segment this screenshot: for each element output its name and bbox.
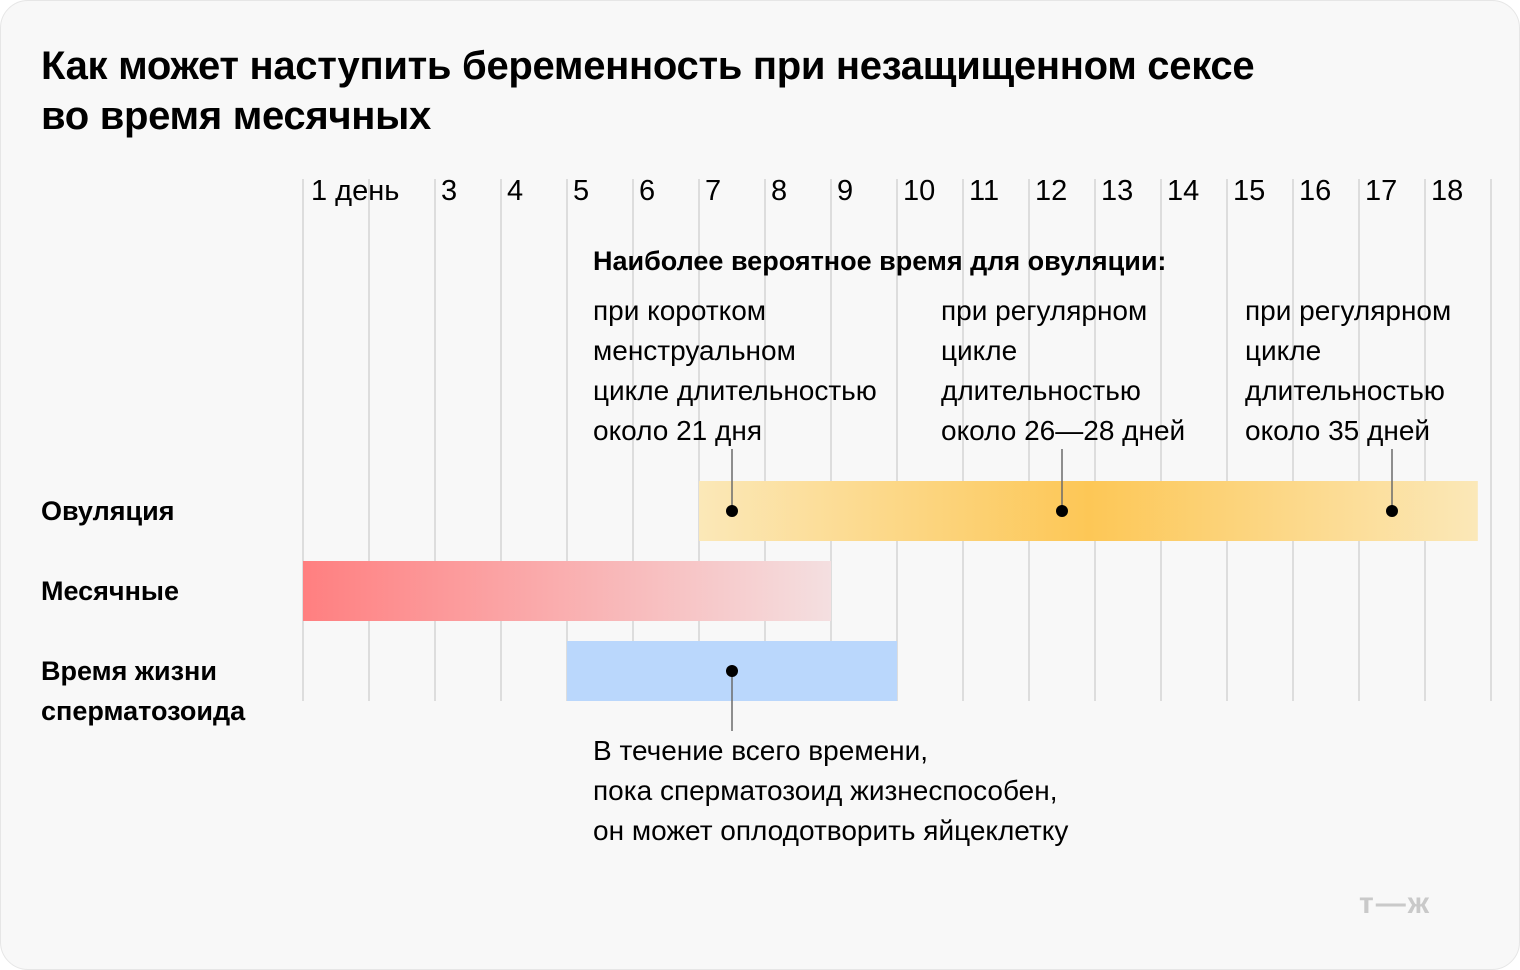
chart-title: Как может наступить беременность при нез… xyxy=(41,41,1441,141)
x-tick-label: 14 xyxy=(1167,175,1200,207)
annotation-line: цикле xyxy=(941,335,1018,366)
x-tick-label: 16 xyxy=(1299,175,1332,207)
data-point xyxy=(1386,505,1398,517)
ovulation-annotation: при регулярном цикле длительностью около 26… xyxy=(941,291,1185,451)
x-tick-label: 9 xyxy=(837,175,854,207)
x-tick-label: 12 xyxy=(1035,175,1068,207)
annotation-line: цикле длительностью xyxy=(593,375,877,406)
data-point xyxy=(1056,505,1068,517)
x-tick-label: 3 xyxy=(441,175,458,207)
x-tick-label: 8 xyxy=(771,175,788,207)
x-tick-label: 6 xyxy=(639,175,656,207)
ovulation-annotation: при регулярном цикле длительностью около 35… xyxy=(1245,291,1451,451)
title-line: во время месячных xyxy=(41,94,431,138)
row-label-text: Время жизни xyxy=(41,656,217,686)
title-line: Как может наступить беременность при нез… xyxy=(41,44,1255,88)
x-tick-label: 4 xyxy=(507,175,524,207)
annotation-line: при регулярном xyxy=(941,295,1148,326)
x-tick-label: 18 xyxy=(1431,175,1464,207)
data-point xyxy=(726,665,738,677)
x-tick-label: 11 xyxy=(969,175,1000,207)
row-label-sperm-lifetime: Время жизни сперматозоида xyxy=(41,651,245,731)
row-label-menstruation: Месячные xyxy=(41,571,179,611)
bar-0 xyxy=(699,481,1478,541)
annotation-line: цикле xyxy=(1245,335,1322,366)
sperm-note-line: В течение всего времени, xyxy=(593,735,929,766)
x-tick-label: 5 xyxy=(573,175,590,207)
row-label-text: сперматозоида xyxy=(41,696,246,726)
annotation-line: длительностью xyxy=(941,375,1141,406)
annotation-line: около 35 дней xyxy=(1245,415,1431,446)
ovulation-annotation: при коротком менструальном цикле длительно… xyxy=(593,291,877,451)
annotation-line: при регулярном xyxy=(1245,295,1452,326)
brand-logo: т—ж xyxy=(1359,887,1431,920)
sperm-note-line: пока сперматозоид жизнеспособен, xyxy=(593,775,1058,806)
sperm-note-line: он может оплодотворить яйцеклетку xyxy=(593,815,1069,846)
row-label-ovulation: Овуляция xyxy=(41,491,174,531)
annotation-line: при коротком xyxy=(593,295,767,326)
data-point xyxy=(726,505,738,517)
x-tick-label: 13 xyxy=(1101,175,1134,207)
bar-1 xyxy=(303,561,831,621)
x-tick-label: 17 xyxy=(1365,175,1398,207)
x-tick-label: 1 день xyxy=(311,175,400,207)
x-tick-label: 15 xyxy=(1233,175,1266,207)
annotation-line: менструальном xyxy=(593,335,796,366)
ovulation-heading: Наиболее вероятное время для овуляции: xyxy=(593,246,1167,276)
annotation-line: длительностью xyxy=(1245,375,1445,406)
annotation-line: около 21 дня xyxy=(593,415,762,446)
x-tick-label: 7 xyxy=(705,175,722,207)
annotation-line: около 26—28 дней xyxy=(941,415,1186,446)
row-label-text: Месячные xyxy=(41,576,179,606)
sperm-note: В течение всего времени, пока сперматозо… xyxy=(593,731,1068,851)
row-label-text: Овуляция xyxy=(41,496,175,526)
x-tick-label: 10 xyxy=(903,175,936,207)
